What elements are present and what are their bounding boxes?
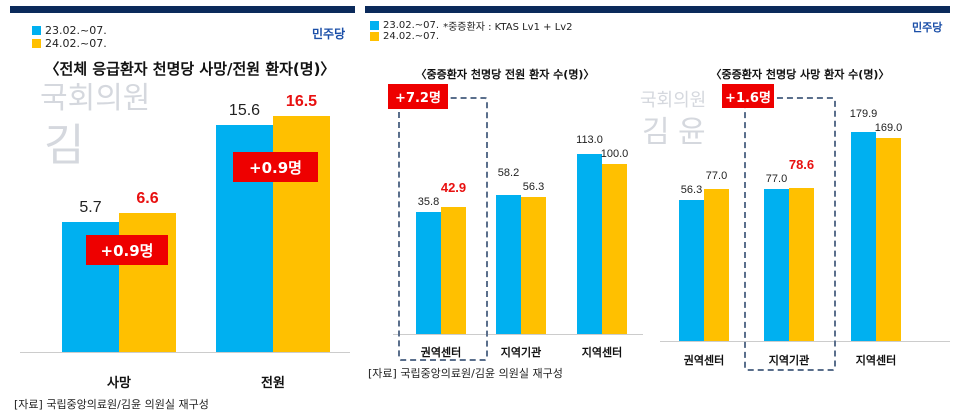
party-logo: 민주당 (912, 21, 943, 34)
legend-swatch (32, 26, 41, 35)
chart-title-left: 〈전체 응급환자 천명당 사망/전원 환자(명)〉 (44, 60, 336, 78)
category-label: 권역센터 (683, 354, 725, 367)
source-note: [자료] 국립중앙의료원/김윤 의원실 재구성 (14, 398, 209, 411)
category-label: 권역센터 (420, 346, 462, 359)
bar-2024 (704, 188, 729, 341)
bar-2024 (441, 206, 466, 334)
header-bar-left (10, 6, 355, 13)
value-label: 42.9 (440, 180, 467, 196)
legend-item-2023: 23.02.~07. (32, 24, 107, 37)
bar-2024 (602, 164, 627, 334)
x-axis (393, 334, 643, 335)
legend-label: 24.02.~07. (45, 37, 107, 50)
category-label: 지역센터 (855, 354, 897, 367)
party-logo: 민주당 (312, 27, 346, 41)
value-label: 58.2 (497, 166, 520, 179)
bar-2023 (764, 188, 789, 341)
legend-swatch (370, 21, 379, 30)
value-label: 35.8 (417, 196, 440, 209)
bar-2024 (521, 196, 546, 334)
watermark-text: 윤 (678, 115, 706, 150)
value-label: 179.9 (849, 108, 878, 121)
watermark-text: 국회의원 (640, 90, 707, 111)
header-bar-right (365, 6, 950, 13)
highlight-box (744, 97, 836, 371)
bar-2023 (679, 200, 704, 341)
watermark-text: 김 (44, 120, 85, 171)
category-label: 지역센터 (581, 346, 623, 359)
x-axis (20, 352, 350, 353)
value-label: 78.6 (788, 156, 815, 172)
value-label: 77.0 (705, 170, 728, 183)
value-label: 6.6 (136, 190, 159, 208)
category-label: 전원 (261, 376, 285, 391)
legend-label: 24.02.~07. (383, 31, 440, 42)
increase-badge: +1.6명 (722, 84, 774, 108)
category-label: 지역기관 (500, 346, 542, 359)
bar-2023 (416, 212, 441, 334)
bar-2024 (789, 187, 814, 341)
legend-label: 23.02.~07. (383, 20, 440, 31)
value-label: 56.3 (680, 184, 703, 197)
legend-item-2024: 24.02.~07. (32, 37, 107, 50)
legend-swatch (370, 32, 379, 41)
legend-note: *중증환자 : KTAS Lv1 + Lv2 (443, 22, 573, 33)
x-axis (660, 341, 950, 342)
bar-2023 (577, 154, 602, 334)
legend-item-2024: 24.02.~07. (370, 31, 439, 42)
increase-badge: +7.2명 (388, 84, 448, 109)
legend-swatch (32, 39, 41, 48)
value-label: 100.0 (600, 148, 629, 160)
value-label: 16.5 (285, 93, 318, 111)
value-label: 5.7 (79, 199, 102, 217)
watermark-text: 국회의원 (40, 81, 151, 116)
value-label: 169.0 (874, 122, 903, 135)
legend-label: 23.02.~07. (45, 24, 107, 37)
category-label: 사망 (107, 376, 131, 391)
watermark-text: 김 (642, 115, 670, 150)
increase-badge: +0.9명 (86, 235, 168, 265)
increase-badge: +0.9명 (233, 152, 318, 182)
source-note: [자료] 국립중앙의료원/김윤 의원실 재구성 (368, 367, 563, 380)
bar-2024 (876, 138, 901, 341)
chart-title-right: 〈중증환자 천명당 사망 환자 수(명)〉 (710, 68, 890, 81)
bar-2023 (496, 195, 521, 334)
category-label: 지역기관 (768, 354, 810, 367)
value-label: 113.0 (576, 134, 603, 146)
chart-title-middle: 〈중증환자 천명당 전원 환자 수(명)〉 (415, 68, 595, 81)
value-label: 77.0 (765, 172, 788, 185)
value-label: 15.6 (228, 102, 261, 120)
value-label: 56.3 (522, 180, 545, 193)
legend-item-2023: 23.02.~07. *중증환자 : KTAS Lv1 + Lv2 (370, 18, 573, 33)
bar-2023 (851, 132, 876, 341)
